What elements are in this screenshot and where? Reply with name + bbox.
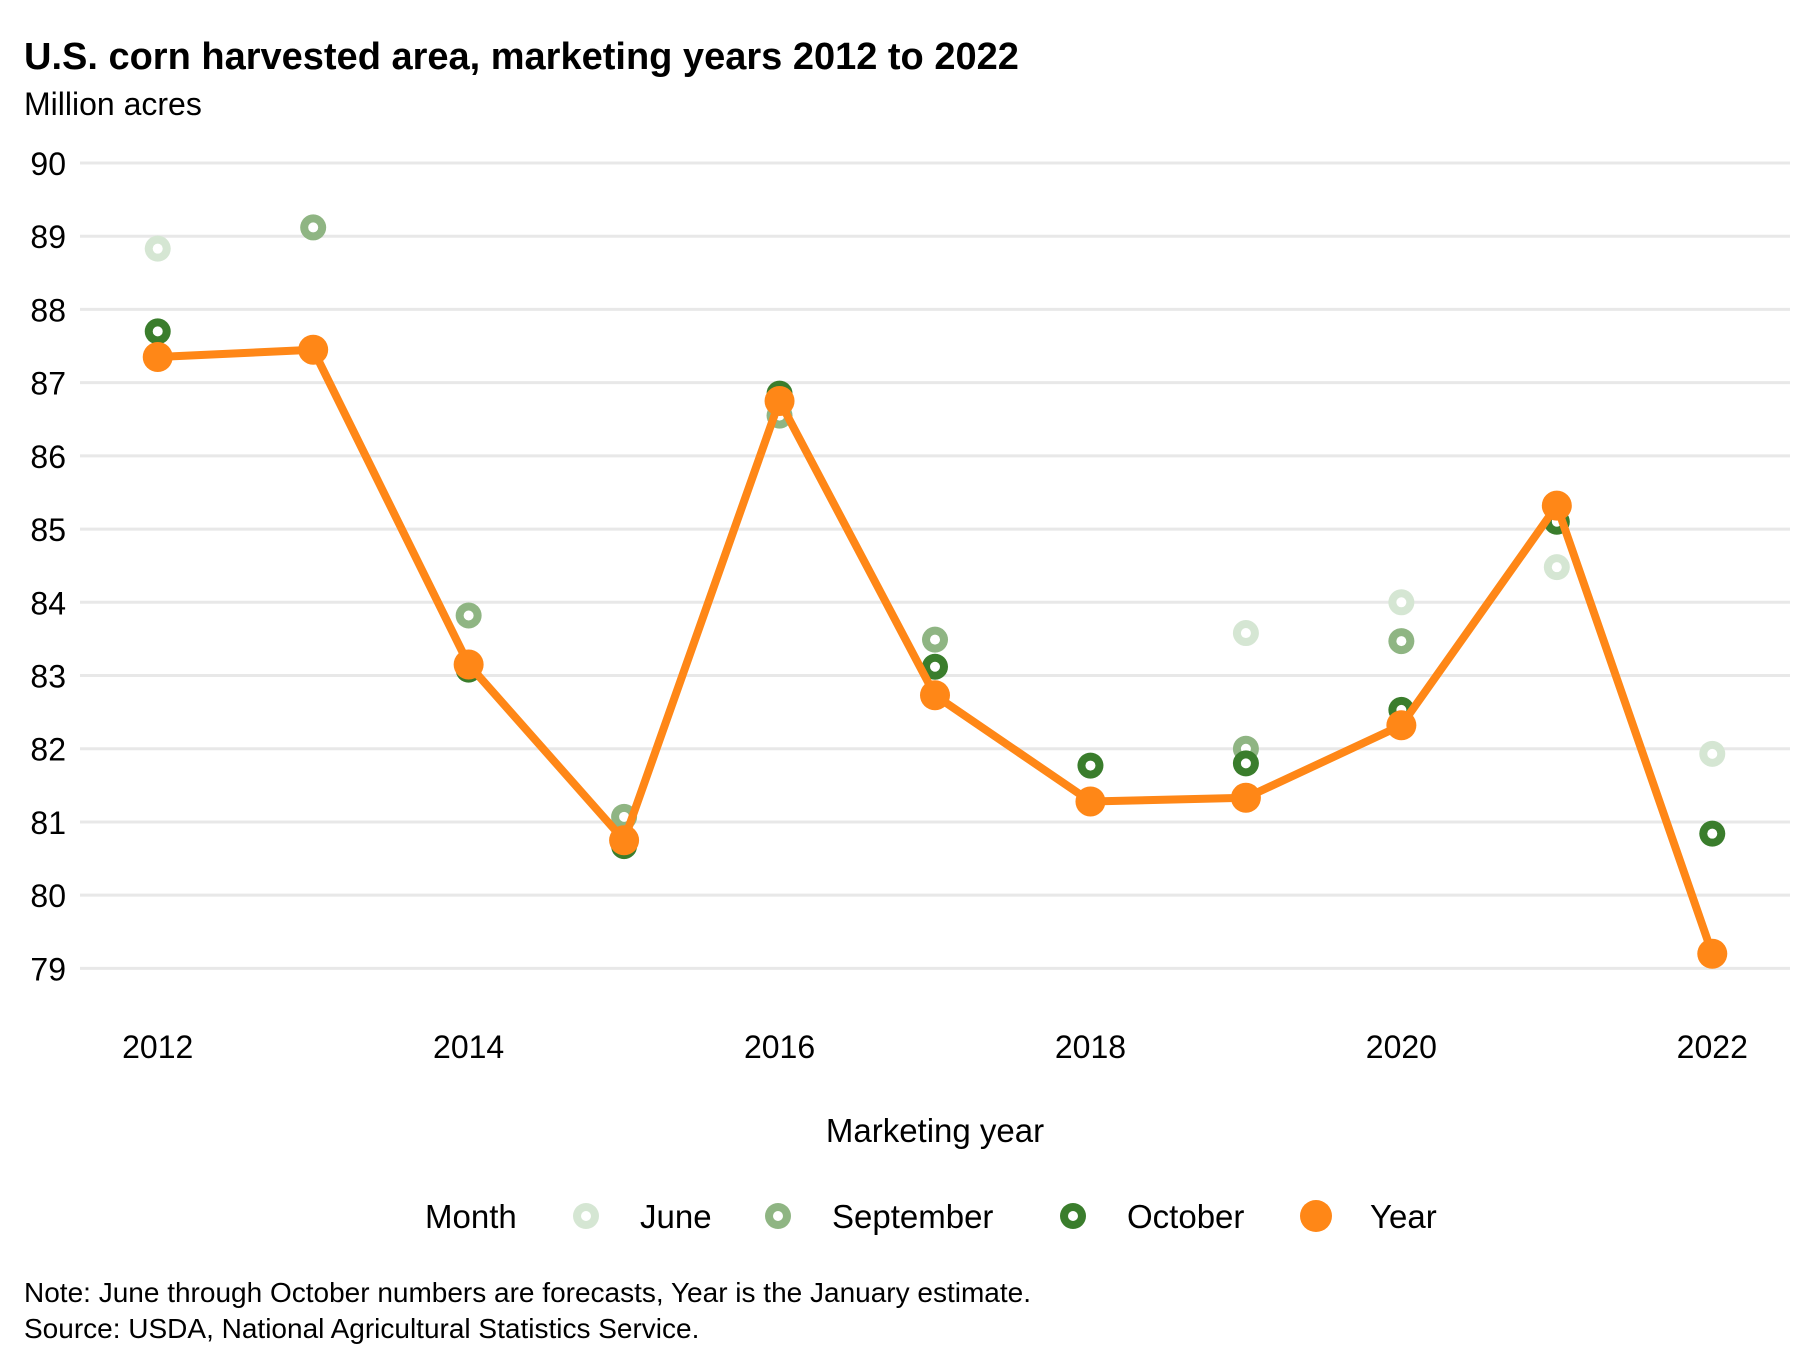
x-axis-title: Marketing year bbox=[826, 1112, 1044, 1149]
october-point-2012-inner bbox=[152, 326, 163, 337]
data-marks bbox=[142, 214, 1728, 969]
year-point-2017 bbox=[920, 680, 950, 711]
june-point-2021-inner bbox=[1551, 562, 1562, 573]
october-point-2019-inner bbox=[1240, 758, 1251, 769]
y-tick-label: 81 bbox=[30, 805, 66, 841]
september-point-2013 bbox=[300, 214, 327, 241]
legend-key-september bbox=[765, 1203, 791, 1229]
x-tick-label: 2014 bbox=[433, 1029, 504, 1065]
september-point-2013-inner bbox=[308, 222, 319, 233]
series-october bbox=[144, 318, 1726, 860]
chart-notes: Note: June through October numbers are f… bbox=[24, 1275, 1031, 1347]
x-tick-label: 2022 bbox=[1677, 1029, 1748, 1065]
y-tick-label: 85 bbox=[30, 512, 66, 548]
y-tick-label: 82 bbox=[30, 732, 66, 768]
y-tick-label: 84 bbox=[30, 585, 66, 621]
chart-title: U.S. corn harvested area, marketing year… bbox=[24, 36, 1019, 78]
year-point-2018 bbox=[1075, 786, 1106, 817]
x-tick-label: 2016 bbox=[744, 1029, 815, 1065]
october-point-2018-inner bbox=[1085, 760, 1096, 771]
legend-label: October bbox=[1127, 1198, 1244, 1235]
x-axis-ticks: 2012 2014 2016 2018 2020 2022 bbox=[122, 1029, 1748, 1065]
year-point-2020 bbox=[1386, 710, 1417, 741]
legend-label: June bbox=[640, 1198, 712, 1235]
june-point-2020-inner bbox=[1396, 597, 1407, 608]
october-point-2022 bbox=[1699, 820, 1726, 847]
legend-label: Year bbox=[1370, 1198, 1437, 1235]
source-text: Source: USDA, National Agricultural Stat… bbox=[24, 1313, 700, 1344]
september-point-2015-inner bbox=[619, 811, 630, 822]
year-point-2016 bbox=[764, 385, 795, 416]
legend-item-year: Year bbox=[1300, 1198, 1437, 1235]
legend-item-october: October bbox=[1060, 1198, 1244, 1235]
x-tick-label: 2020 bbox=[1366, 1029, 1437, 1065]
note-text: Note: June through October numbers are f… bbox=[24, 1277, 1031, 1308]
june-point-2019-inner bbox=[1240, 628, 1251, 639]
june-point-2022 bbox=[1699, 740, 1726, 767]
june-point-2012 bbox=[144, 235, 171, 262]
september-point-2014 bbox=[455, 602, 482, 629]
y-tick-label: 80 bbox=[30, 878, 66, 914]
october-point-2017 bbox=[922, 653, 948, 680]
legend-label: September bbox=[832, 1198, 993, 1235]
series-september bbox=[300, 214, 1415, 830]
september-point-2020 bbox=[1388, 628, 1415, 655]
legend-item-september: September bbox=[765, 1198, 993, 1235]
legend-key-june bbox=[573, 1203, 599, 1229]
september-point-2017-inner bbox=[930, 634, 940, 645]
october-point-2018 bbox=[1077, 752, 1104, 779]
legend-title: Month bbox=[425, 1198, 517, 1235]
june-point-2022-inner bbox=[1707, 748, 1718, 759]
y-tick-label: 79 bbox=[30, 951, 66, 987]
x-tick-label: 2012 bbox=[122, 1029, 193, 1065]
y-tick-label: 86 bbox=[30, 439, 66, 475]
y-axis-ticks: 79 80 81 82 83 84 85 86 87 88 89 90 bbox=[30, 146, 66, 987]
june-point-2021 bbox=[1543, 554, 1570, 581]
y-tick-label: 87 bbox=[30, 366, 66, 402]
y-tick-label: 90 bbox=[30, 146, 66, 182]
june-point-2019 bbox=[1232, 620, 1259, 647]
september-point-2020-inner bbox=[1396, 636, 1407, 647]
year-point-2015 bbox=[609, 825, 640, 856]
year-point-2013 bbox=[298, 334, 329, 365]
october-point-2012 bbox=[144, 318, 171, 345]
year-point-2014 bbox=[453, 649, 484, 680]
series-june bbox=[144, 235, 1726, 767]
year-point-2021 bbox=[1541, 490, 1572, 521]
grid-lines bbox=[80, 161, 1790, 970]
y-tick-label: 88 bbox=[30, 292, 66, 328]
series-year bbox=[142, 334, 1728, 969]
june-point-2012-inner bbox=[152, 243, 163, 254]
september-point-2014-inner bbox=[463, 610, 474, 621]
year-point-2022 bbox=[1697, 938, 1728, 969]
legend-key-september-inner bbox=[773, 1211, 783, 1221]
september-point-2017 bbox=[922, 626, 948, 653]
legend-key-year bbox=[1300, 1200, 1332, 1232]
y-tick-label: 89 bbox=[30, 219, 66, 255]
year-point-2012 bbox=[142, 342, 173, 373]
october-point-2022-inner bbox=[1707, 828, 1718, 839]
x-tick-label: 2018 bbox=[1055, 1029, 1126, 1065]
legend: Month June September October Year bbox=[425, 1198, 1437, 1235]
october-point-2019 bbox=[1232, 750, 1259, 777]
year-point-2019 bbox=[1230, 782, 1261, 813]
legend-key-june-inner bbox=[581, 1211, 591, 1221]
legend-key-october-inner bbox=[1068, 1211, 1078, 1221]
legend-item-june: June bbox=[573, 1198, 712, 1235]
june-point-2020 bbox=[1388, 589, 1415, 616]
y-tick-label: 83 bbox=[30, 659, 66, 695]
october-point-2017-inner bbox=[930, 661, 940, 672]
legend-key-october bbox=[1060, 1203, 1086, 1229]
chart-subtitle: Million acres bbox=[24, 86, 202, 122]
